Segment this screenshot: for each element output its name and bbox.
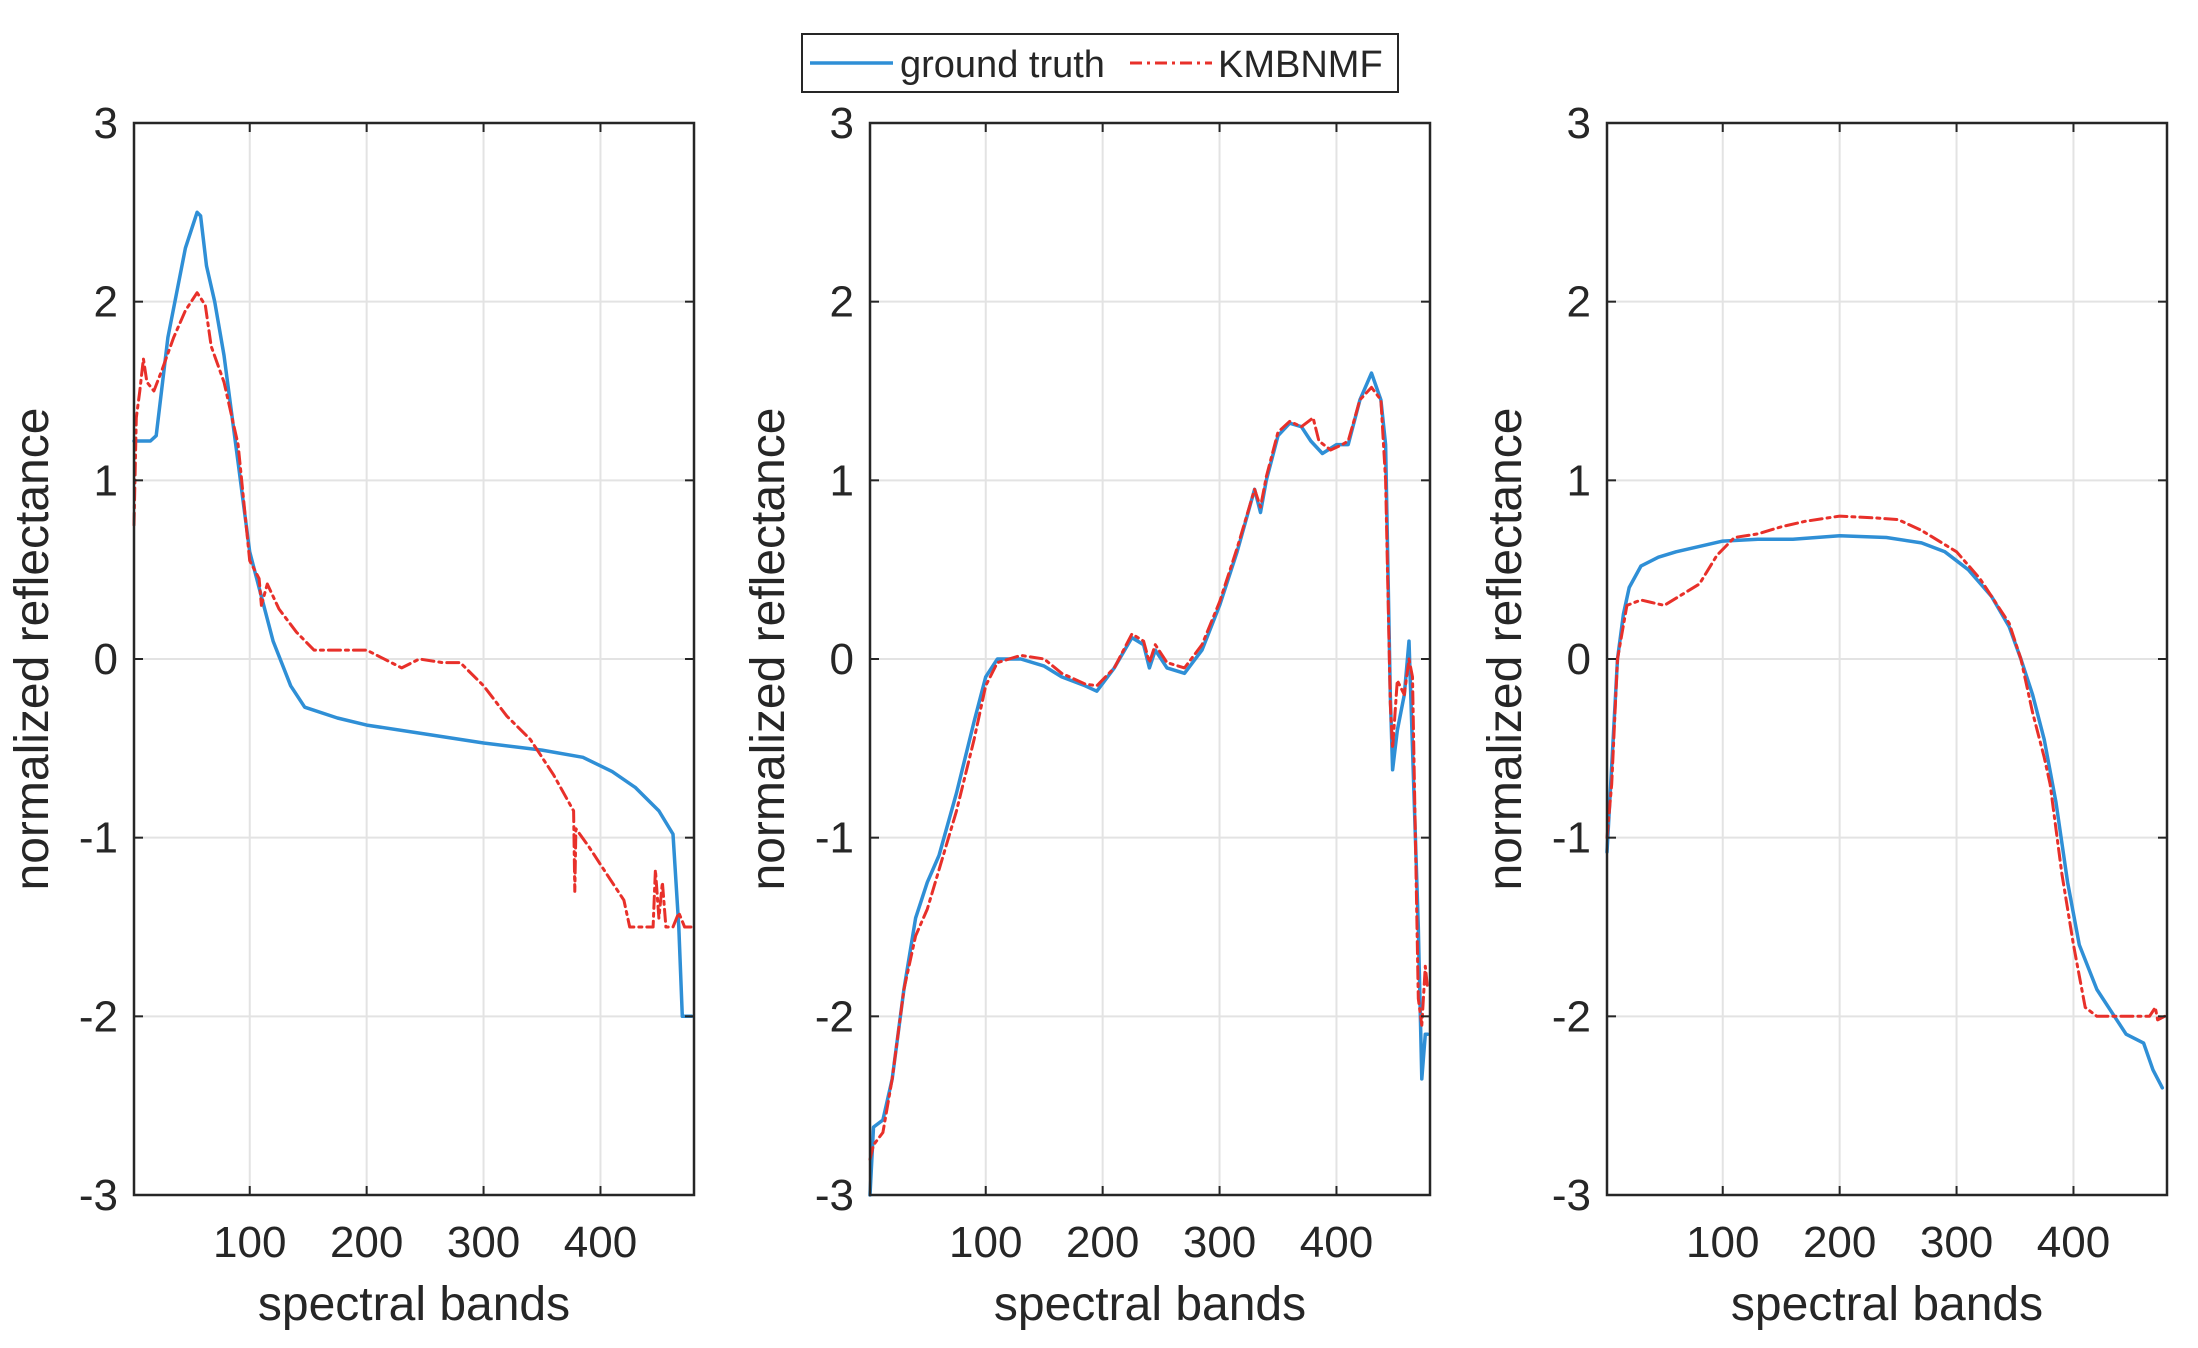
legend-label-ground-truth: ground truth xyxy=(900,44,1105,86)
x-tick-label: 300 xyxy=(1183,1218,1256,1267)
legend-box xyxy=(801,33,1399,93)
x-tick-label: 200 xyxy=(1803,1218,1876,1267)
chart-panel-3: 100 200 300 400 -3 -2 -1 0 1 2 3 spectral bands norm… xyxy=(1479,99,2169,1331)
x-tick-label: 300 xyxy=(1920,1218,1993,1267)
x-tick-label: 100 xyxy=(213,1218,286,1267)
y-tick-label: 1 xyxy=(830,456,854,505)
y-tick-label: 1 xyxy=(94,456,118,505)
series-line-ground-truth xyxy=(132,210,694,1019)
chart-panel-1: 100 200 300 400 -3 -2 -1 0 1 2 3 spectral bands norm… xyxy=(6,99,696,1331)
y-axis-label: normalized reflectance xyxy=(1479,408,1532,891)
y-tick-label: 3 xyxy=(1567,99,1591,148)
x-tick-label: 300 xyxy=(447,1218,520,1267)
y-tick-label: -3 xyxy=(1552,1171,1591,1220)
y-tick-label: -1 xyxy=(815,814,854,863)
y-tick-label: -2 xyxy=(815,992,854,1041)
legend: ground truth KMBNMF xyxy=(801,33,1399,93)
x-tick-label: 400 xyxy=(2037,1218,2110,1267)
y-tick-label: 2 xyxy=(1567,278,1591,327)
y-tick-label: 1 xyxy=(1567,456,1591,505)
x-tick-label: 200 xyxy=(330,1218,403,1267)
x-axis-label: spectral bands xyxy=(994,1278,1306,1331)
series-line-kmbnmf xyxy=(1605,514,2167,1022)
y-tick-label: 0 xyxy=(1567,635,1591,684)
y-tick-label: -2 xyxy=(1552,992,1591,1041)
y-tick-label: -2 xyxy=(79,992,118,1041)
x-tick-label: 100 xyxy=(1686,1218,1759,1267)
y-tick-label: 3 xyxy=(830,99,854,148)
y-tick-label: -1 xyxy=(1552,814,1591,863)
x-tick-label: 100 xyxy=(949,1218,1022,1267)
y-axis-label: normalized reflectance xyxy=(6,408,59,891)
series-line-kmbnmf xyxy=(132,291,694,929)
series-line-ground-truth xyxy=(1605,533,2165,1090)
series-line-kmbnmf xyxy=(868,385,1430,1161)
x-tick-label: 400 xyxy=(564,1218,637,1267)
x-axis-label: spectral bands xyxy=(258,1278,570,1331)
y-axis-label: normalized reflectance xyxy=(742,408,795,891)
y-tick-label: -3 xyxy=(79,1171,118,1220)
y-tick-label: -3 xyxy=(815,1171,854,1220)
y-tick-label: 3 xyxy=(94,99,118,148)
y-tick-label: 2 xyxy=(830,278,854,327)
x-tick-label: 400 xyxy=(1300,1218,1373,1267)
legend-label-kmbnmf: KMBNMF xyxy=(1218,44,1383,86)
y-tick-label: 0 xyxy=(94,635,118,684)
x-axis-label: spectral bands xyxy=(1731,1278,2043,1331)
y-tick-label: -1 xyxy=(79,814,118,863)
y-tick-label: 2 xyxy=(94,278,118,327)
x-tick-label: 200 xyxy=(1066,1218,1139,1267)
y-tick-label: 0 xyxy=(830,635,854,684)
chart-panel-2: 100 200 300 400 -3 -2 -1 0 1 2 3 spectral bands norm… xyxy=(742,99,1432,1331)
